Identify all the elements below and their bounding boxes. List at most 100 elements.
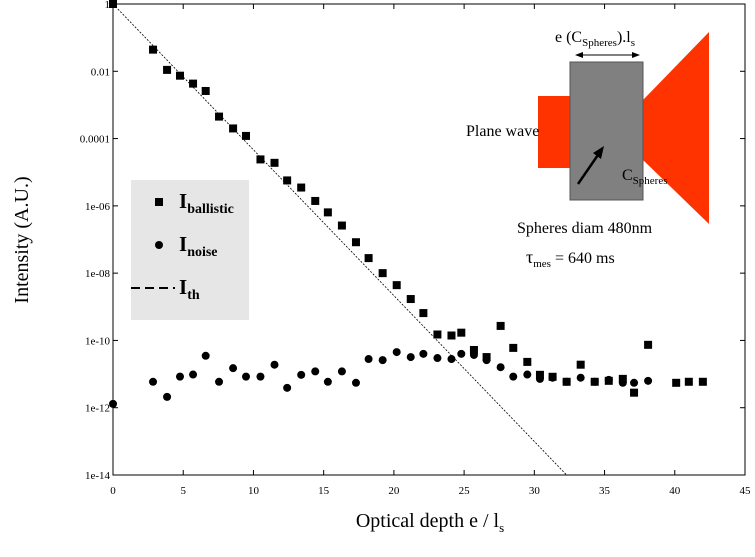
arrow-head [575,52,583,58]
note: τmes = 640 ms [526,247,615,270]
x-axis-title: Optical depth e / ls [356,510,504,535]
t: C [622,167,633,184]
point [189,79,198,88]
point [189,370,198,379]
point [270,360,279,369]
y-tick-label: 0.01 [91,66,110,78]
point [283,176,292,185]
point [698,377,707,386]
legend-subscript: th [187,288,200,303]
y-axis-title: Intensity (A.U.) [11,176,33,303]
point [337,221,346,230]
x-tick-label: 35 [599,485,611,497]
point [433,330,442,339]
point [364,355,373,364]
t: Spheres [633,175,668,187]
legend-box [131,180,249,320]
y-tick-label: 1 [105,0,111,11]
point [576,360,585,369]
x-tick-label: 45 [740,485,752,497]
point [604,375,613,384]
legend-name: I [179,275,187,299]
point [337,367,346,376]
width-label: e (CSpheres).ls [555,29,635,49]
x-tick-label: 20 [388,485,400,497]
point [457,349,466,358]
point [469,350,478,359]
point [175,372,184,381]
t: mes [533,258,551,270]
x-tick-label: 15 [318,485,330,497]
point [406,353,415,362]
point [163,392,172,401]
y-tick-label: 1e-08 [85,268,111,280]
point [419,309,428,318]
legend-marker [155,198,163,206]
x-tick-label: 10 [248,485,260,497]
point [630,388,639,397]
t: = 640 ms [551,250,615,267]
point [684,377,693,386]
point [548,373,557,382]
point [392,281,401,290]
plane-wave-shape [538,96,572,168]
point [311,367,320,376]
x-tick-label: 30 [529,485,541,497]
point [562,377,571,386]
point [323,377,332,386]
point [283,383,292,392]
point [576,373,585,382]
point [419,349,428,358]
legend-name: I [179,189,187,213]
point [256,155,265,164]
legend-name: I [179,232,187,256]
point [590,377,599,386]
point [351,238,360,247]
arrow-head [632,52,640,58]
source-label: Plane wave [466,123,539,140]
point [163,65,172,74]
arrow-head [593,146,604,159]
point [630,378,639,387]
t: τ [526,247,533,267]
t: s [631,37,635,49]
point [175,71,184,80]
point [496,321,505,330]
y-tick-label: 0.0001 [80,134,110,146]
point [323,208,332,217]
point [509,372,518,381]
arrow [576,151,602,185]
point [297,370,306,379]
x-axis-title-main: Optical depth e / l [356,510,500,532]
theory-line [112,3,567,476]
note: Spheres diam 480nm [517,220,653,237]
point [256,372,265,381]
point [364,254,373,263]
x-tick-label: 5 [180,485,186,497]
point [201,86,210,95]
x-tick-label: 0 [110,485,116,497]
x-tick-label: 25 [459,485,471,497]
legend-marker [155,241,163,249]
t: e (C [555,29,582,46]
point [297,183,306,192]
point [242,372,251,381]
point [457,328,466,337]
x-axis-title-sub: s [499,520,504,535]
y-tick-label: 1e-14 [85,470,111,482]
point [535,370,544,379]
scattered-light-shape [643,32,709,224]
point [229,364,238,373]
point [509,343,518,352]
point [644,376,653,385]
point [149,377,158,386]
point [149,45,158,54]
point [351,378,360,387]
point [482,356,491,365]
point [535,374,544,383]
point [311,196,320,205]
point [242,131,251,140]
point [496,363,505,372]
point [215,377,224,386]
legend-subscript: ballistic [187,202,234,217]
